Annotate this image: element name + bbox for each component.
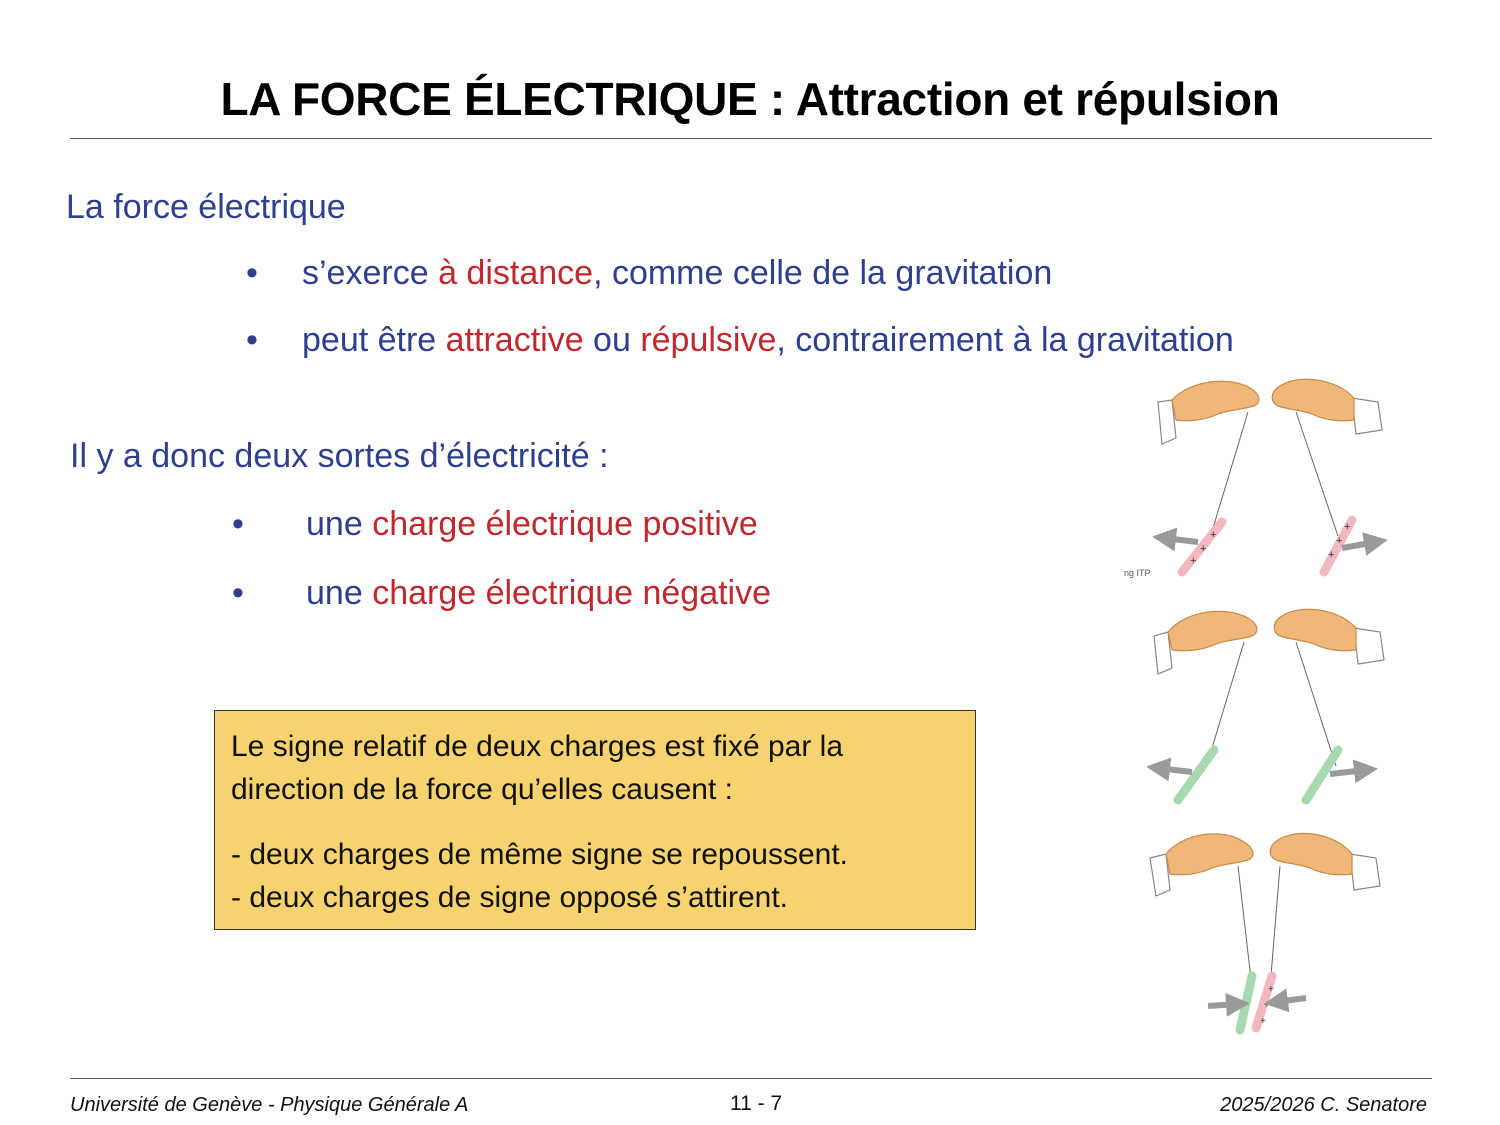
caption-fragment: ng ITP xyxy=(1124,568,1151,578)
string-icon xyxy=(1209,411,1249,539)
bullet-distance: • s’exerce à distance, comme celle de la… xyxy=(246,254,1052,293)
note-line: direction de la force qu’elles causent : xyxy=(231,773,733,806)
cuff-right-icon xyxy=(1353,627,1385,665)
cuff-right-icon xyxy=(1351,397,1383,435)
panel-repulsion-negative xyxy=(1146,608,1385,805)
cuff-left-icon xyxy=(1157,399,1177,445)
plus-sign: + xyxy=(1260,1016,1266,1027)
bullet-attractive-repulsive: • peut être attractive ou répulsive, con… xyxy=(246,321,1234,360)
plus-sign: + xyxy=(1328,549,1334,561)
highlight-positive: charge électrique positive xyxy=(372,505,758,543)
positive-rod-icon xyxy=(1177,517,1227,577)
string-icon xyxy=(1269,865,1281,989)
title-divider xyxy=(70,138,1432,139)
highlight-negative: charge électrique négative xyxy=(372,574,772,612)
bullet-negative: • une charge électrique négative xyxy=(232,574,771,613)
text-part: , contrairement à la gravitation xyxy=(776,321,1234,359)
section-heading-force: La force électrique xyxy=(66,188,346,226)
hand-left-icon xyxy=(1167,610,1258,652)
force-arrow-left-icon xyxy=(1264,988,1307,1013)
bullet-marker: • xyxy=(232,505,244,543)
string-icon xyxy=(1295,641,1337,767)
string-icon xyxy=(1237,865,1253,989)
panel-attraction: + + + xyxy=(1149,832,1381,1035)
hand-right-icon xyxy=(1271,378,1355,422)
footer-university: Université de Genève - Physique Générale… xyxy=(70,1094,469,1116)
highlight-distance: à distance xyxy=(438,254,594,292)
bullet-text: s’exerce à distance, comme celle de la g… xyxy=(302,254,1052,293)
negative-rod-icon xyxy=(1235,971,1257,1035)
highlight-attractive: attractive xyxy=(445,321,584,359)
text-part: peut être xyxy=(302,321,446,359)
slide-title: LA FORCE ÉLECTRIQUE : Attraction et répu… xyxy=(220,73,1280,125)
cuff-left-icon xyxy=(1153,631,1173,675)
text-part: ou xyxy=(583,321,641,359)
force-arrow-right-icon xyxy=(1341,532,1388,556)
hand-left-icon xyxy=(1165,833,1254,876)
bullet-text: une charge électrique positive xyxy=(306,505,758,544)
plus-sign: + xyxy=(1268,984,1274,995)
hand-right-icon xyxy=(1269,832,1353,876)
note-line: Le signe relatif de deux charges est fix… xyxy=(231,730,844,763)
charge-sign-note: Le signe relatif de deux charges est fix… xyxy=(214,710,976,930)
positive-rod-icon xyxy=(1319,515,1357,577)
string-icon xyxy=(1295,411,1339,537)
note-line: - deux charges de signe opposé s’attiren… xyxy=(231,881,789,914)
force-arrow-left-icon xyxy=(1146,757,1193,782)
bullet-marker: • xyxy=(246,254,258,292)
plus-sign: + xyxy=(1264,1000,1270,1011)
text-part: s’exerce xyxy=(302,254,439,292)
plus-sign: + xyxy=(1344,521,1350,533)
panel-repulsion-positive: + + + + + + ng ITP xyxy=(1124,378,1388,578)
footer-divider xyxy=(70,1078,1432,1079)
negative-rod-icon xyxy=(1173,745,1219,805)
cuff-left-icon xyxy=(1149,853,1171,897)
note-line: - deux charges de même signe se repousse… xyxy=(231,838,849,871)
plus-sign: + xyxy=(1190,555,1196,567)
hand-right-icon xyxy=(1273,608,1357,652)
bullet-text: peut être attractive ou répulsive, contr… xyxy=(302,321,1234,360)
text-part: , comme celle de la gravitation xyxy=(593,254,1053,292)
plus-sign: + xyxy=(1200,543,1206,555)
plus-sign: + xyxy=(1336,535,1342,547)
positive-rod-icon xyxy=(1251,971,1277,1033)
section-heading-electricity: Il y a donc deux sortes d’électricité : xyxy=(70,437,609,475)
text-part: une xyxy=(306,574,373,612)
page-number: 11 - 7 xyxy=(730,1092,783,1115)
bullet-text: une charge électrique négative xyxy=(306,574,771,613)
highlight-repulsive: répulsive xyxy=(640,321,777,359)
force-arrow-right-icon xyxy=(1329,759,1378,784)
bullet-marker: • xyxy=(246,321,258,359)
cuff-right-icon xyxy=(1349,853,1381,891)
footer-year-author: 2025/2026 C. Senatore xyxy=(1220,1094,1427,1116)
force-arrow-right-icon xyxy=(1207,992,1250,1017)
text-part: une xyxy=(306,505,373,543)
bullet-marker: • xyxy=(232,574,244,612)
charged-rods-illustration: + + + + + + ng ITP + + + xyxy=(1124,378,1388,1035)
bullet-positive: • une charge électrique positive xyxy=(232,505,758,544)
plus-sign: + xyxy=(1210,529,1216,541)
hand-left-icon xyxy=(1171,380,1260,422)
force-arrow-left-icon xyxy=(1152,527,1199,552)
negative-rod-icon xyxy=(1301,745,1343,805)
